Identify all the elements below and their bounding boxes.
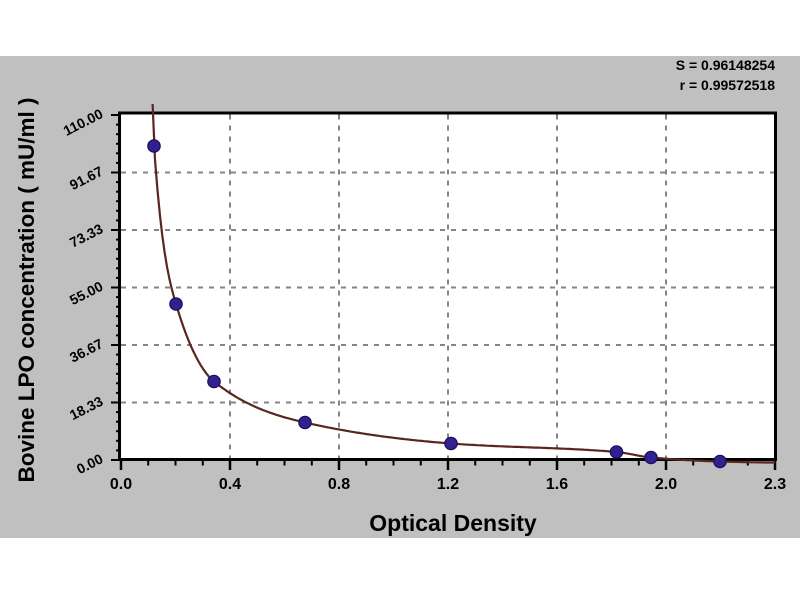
svg-text:0.8: 0.8	[328, 476, 350, 493]
svg-text:2.0: 2.0	[655, 476, 677, 493]
svg-text:1.2: 1.2	[437, 476, 459, 493]
svg-text:1.6: 1.6	[546, 476, 568, 493]
svg-text:Optical Density: Optical Density	[369, 510, 537, 536]
svg-text:2.3: 2.3	[764, 476, 786, 493]
svg-text:0.0: 0.0	[110, 476, 132, 493]
svg-text:0.4: 0.4	[219, 476, 241, 493]
svg-text:Bovine LPO concentration ( mU/: Bovine LPO concentration ( mU/ml )	[14, 97, 39, 482]
svg-text:S = 0.96148254: S = 0.96148254	[676, 57, 775, 73]
svg-text:r = 0.99572518: r = 0.99572518	[680, 77, 776, 93]
